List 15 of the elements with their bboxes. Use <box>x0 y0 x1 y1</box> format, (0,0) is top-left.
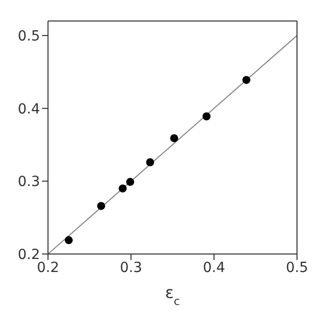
y-tick-label: 0.4 <box>18 101 40 118</box>
point <box>170 134 178 142</box>
x-tick-label: 0.5 <box>286 260 308 276</box>
point <box>146 158 154 166</box>
y-tick-label: 0.5 <box>18 28 40 45</box>
point <box>118 184 127 192</box>
point <box>242 76 250 84</box>
point <box>97 202 106 210</box>
point <box>126 178 134 186</box>
y-tick-label: 0.3 <box>18 174 40 190</box>
x-tick-label: 0.3 <box>120 260 142 276</box>
point <box>64 236 73 244</box>
x-tick-label: 0.4 <box>202 260 226 276</box>
x-axis-title: ε$_{c}$ <box>165 283 180 308</box>
point <box>202 112 211 120</box>
